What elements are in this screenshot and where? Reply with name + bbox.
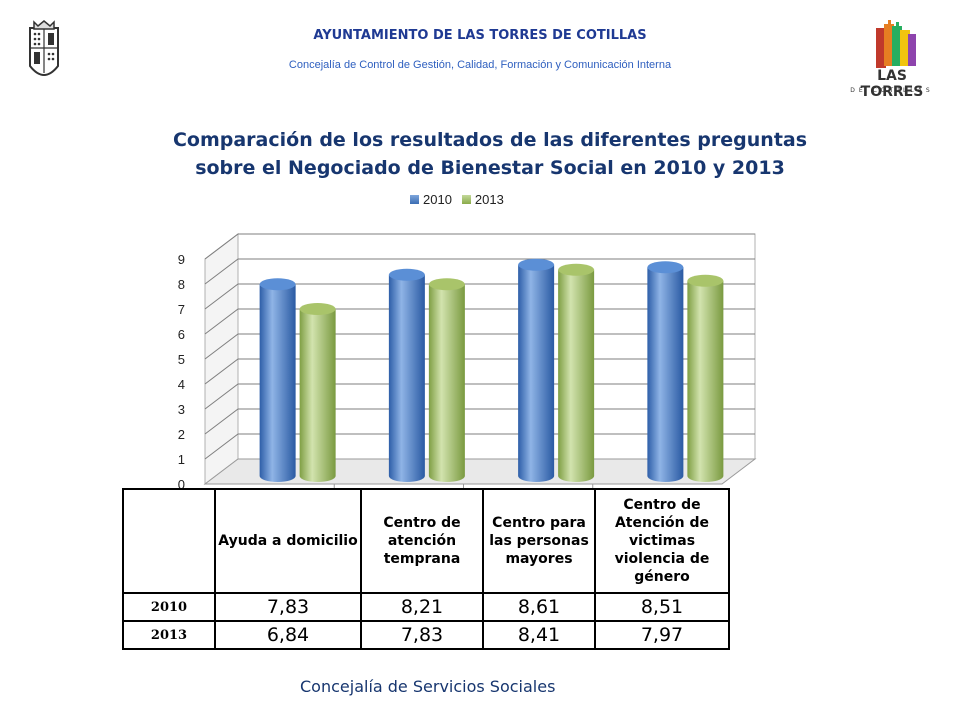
bar-top xyxy=(687,274,724,287)
bar xyxy=(259,284,296,482)
y-tick-label: 4 xyxy=(178,377,185,392)
chart-title-line1: Comparación de los resultados de las dif… xyxy=(172,129,808,151)
table-cell: 7,97 xyxy=(594,620,730,650)
bar xyxy=(558,269,595,482)
y-tick-label: 3 xyxy=(178,402,185,417)
table-corner-cell xyxy=(122,488,216,594)
las-torres-logo-icon xyxy=(876,20,916,68)
table-header-row: Ayuda a domicilio Centro de atención tem… xyxy=(122,488,730,594)
table-cell: 7,83 xyxy=(214,592,362,622)
coat-of-arms-icon xyxy=(29,20,59,76)
bar-top xyxy=(299,303,336,315)
results-table: Ayuda a domicilio Centro de atención tem… xyxy=(122,488,730,650)
bar xyxy=(388,274,425,482)
table-cell: 8,61 xyxy=(482,592,596,622)
bar-top xyxy=(647,261,684,274)
legend-swatch-2010 xyxy=(410,195,419,204)
logo-text: LAS TORRES xyxy=(860,68,924,100)
bar-top xyxy=(518,258,555,271)
legend-label-2010: 2010 xyxy=(423,192,452,207)
table-cell: 8,21 xyxy=(360,592,484,622)
bar xyxy=(428,284,465,482)
table-header-cell: Ayuda a domicilio xyxy=(214,488,362,594)
legend-swatch-2013 xyxy=(461,195,471,204)
bar xyxy=(518,264,555,482)
y-tick-label: 8 xyxy=(178,277,185,292)
chart-floor xyxy=(203,458,757,485)
chart-legend: 2010 2013 xyxy=(410,192,504,207)
y-tick-label: 7 xyxy=(178,302,185,317)
chart-title-line2: sobre el Negociado de Bienestar Social e… xyxy=(195,157,785,179)
table-cell: 8,41 xyxy=(482,620,596,650)
table-header-cell: Centro para las personas mayores xyxy=(482,488,596,594)
gridline xyxy=(204,258,755,285)
bar xyxy=(647,267,684,482)
y-tick-label: 6 xyxy=(178,327,185,342)
footer-text: Concejalía de Servicios Sociales xyxy=(300,677,556,696)
legend-item-2010: 2010 xyxy=(410,192,452,207)
logo-subtext: DE COTILLAS xyxy=(850,87,934,94)
table-header-cell: Centro de atención temprana xyxy=(360,488,484,594)
header-title: AYUNTAMIENTO DE LAS TORRES DE COTILLAS xyxy=(313,28,647,43)
bar-top xyxy=(428,278,465,291)
table-row: 2013 6,84 7,83 8,41 7,97 xyxy=(122,620,730,650)
gridline xyxy=(204,233,755,260)
legend-label-2013: 2013 xyxy=(474,192,504,207)
table-row-label: 2010 xyxy=(122,592,216,622)
y-tick-label: 2 xyxy=(178,427,185,442)
y-tick-label: 9 xyxy=(178,252,185,267)
bar-top xyxy=(259,278,296,291)
bar xyxy=(299,309,336,482)
y-tick-label: 0 xyxy=(178,477,185,492)
table-row: 2010 7,83 8,21 8,61 8,51 xyxy=(122,592,730,622)
y-tick-label: 1 xyxy=(178,452,185,467)
bar-top xyxy=(388,268,425,281)
legend-item-2013: 2013 xyxy=(461,192,504,207)
bar-top xyxy=(558,263,595,276)
chart-title: Comparación de los resultados de las dif… xyxy=(120,126,860,182)
table-header-cell: Centro de Atención de victimas violencia… xyxy=(594,488,730,594)
table-cell: 8,51 xyxy=(594,592,730,622)
table-cell: 7,83 xyxy=(360,620,484,650)
table-row-label: 2013 xyxy=(122,620,216,650)
y-tick-label: 5 xyxy=(178,352,185,367)
table-cell: 6,84 xyxy=(214,620,362,650)
bar xyxy=(687,280,724,482)
header-subtitle: Concejalía de Control de Gestión, Calida… xyxy=(288,59,672,71)
